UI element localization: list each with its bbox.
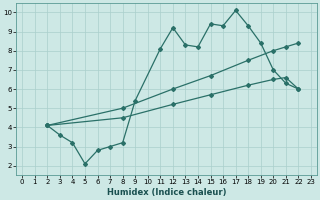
X-axis label: Humidex (Indice chaleur): Humidex (Indice chaleur) xyxy=(107,188,226,197)
